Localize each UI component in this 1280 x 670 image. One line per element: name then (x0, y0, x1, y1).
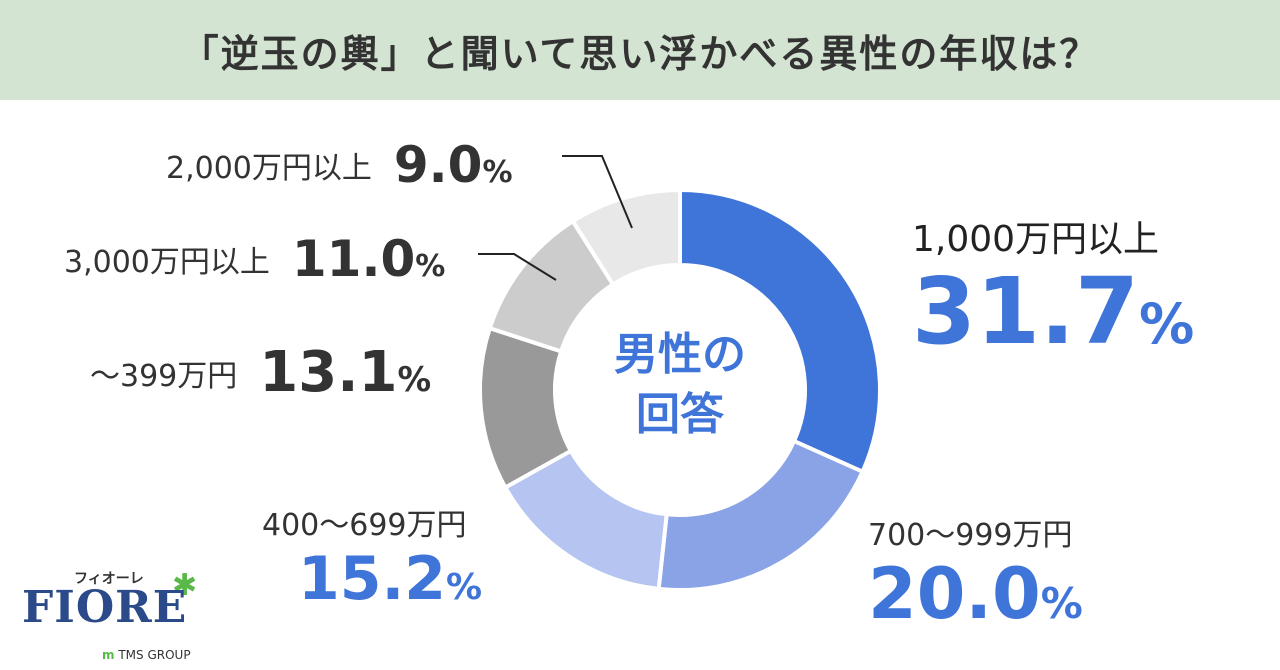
category-label: 3,000万円以上 (64, 245, 270, 280)
percent-symbol: % (397, 360, 432, 399)
percent-value: 13.1 (259, 340, 398, 405)
percent-label: 11.0% (292, 230, 445, 288)
category-label: 〜399万円 (90, 358, 238, 394)
header-banner: 「逆玉の輿」と聞いて思い浮かべる異性の年収は？ (0, 0, 1280, 100)
logo-group: m TMS GROUP (102, 648, 191, 662)
category-label: 1,000万円以上 (912, 219, 1160, 260)
clover-icon: ✱ (172, 568, 198, 603)
center-label-line2: 回答 (636, 389, 724, 440)
donut-slice (656, 438, 866, 592)
center-label-line1: 男性の (614, 329, 746, 380)
label-slice-2: 400〜699万円 15.2% (262, 500, 482, 623)
percent-symbol: % (415, 249, 446, 284)
percent-value: 20.0 (868, 553, 1041, 635)
fiore-logo: フィオーレ ✱ FIORE m TMS GROUP (22, 568, 197, 668)
percent-label: 31.7% (912, 262, 1194, 375)
label-slice-1: 700〜999万円 20.0% (868, 510, 1083, 644)
label-slice-0: 1,000万円以上 31.7% (912, 210, 1194, 375)
label-slice-4: 3,000万円以上 11.0% (64, 230, 445, 288)
percent-symbol: % (446, 567, 483, 608)
leader-line (562, 155, 633, 229)
category-label: 400〜699万円 (262, 508, 467, 543)
logo-subtitle: フィオーレ (74, 571, 144, 587)
percent-symbol: % (482, 155, 513, 190)
percent-label: 20.0% (868, 554, 1083, 644)
percent-value: 15.2 (298, 544, 447, 614)
category-label: 2,000万円以上 (166, 151, 372, 186)
donut-slice (678, 187, 882, 475)
label-slice-5: 2,000万円以上 9.0% (166, 136, 513, 194)
label-slice-3: 〜399万円 13.1% (90, 340, 431, 405)
logo-group-text: TMS GROUP (118, 648, 191, 662)
percent-symbol: % (1040, 579, 1083, 628)
percent-label: 13.1% (259, 340, 431, 405)
logo-wordmark: FIORE (22, 582, 188, 633)
chart-title: 「逆玉の輿」と聞いて思い浮かべる異性の年収は？ (180, 31, 1100, 76)
donut-slice (570, 187, 682, 288)
category-label: 700〜999万円 (868, 518, 1073, 553)
percent-label: 15.2% (298, 544, 482, 623)
percent-symbol: % (1139, 293, 1195, 357)
percent-value: 31.7 (912, 258, 1139, 365)
tms-mark: m (102, 648, 115, 662)
percent-label: 9.0% (394, 136, 513, 194)
center-label: 男性の 回答 (580, 325, 780, 445)
percent-value: 9.0 (393, 136, 483, 194)
leader-line (478, 253, 557, 281)
percent-value: 11.0 (291, 230, 416, 288)
